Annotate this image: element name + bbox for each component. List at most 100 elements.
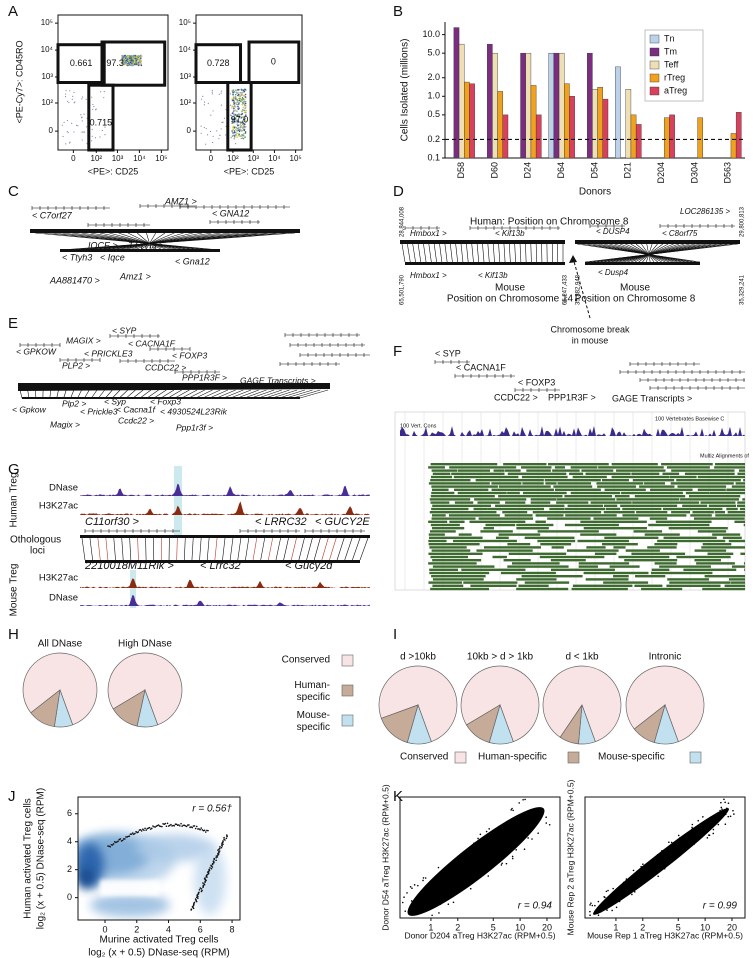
pie-slice bbox=[380, 704, 419, 743]
point bbox=[439, 903, 442, 905]
x-axis-label: Donors bbox=[579, 187, 611, 198]
synteny-line bbox=[56, 389, 59, 399]
synteny-line bbox=[216, 389, 236, 399]
outlier-dot bbox=[222, 840, 224, 842]
alignment-block bbox=[616, 498, 680, 501]
pie-slice bbox=[22, 652, 98, 726]
alignment-block bbox=[624, 559, 678, 562]
gene-label: AMZ1 > bbox=[164, 196, 197, 206]
event-dot bbox=[243, 132, 245, 135]
alignment-block bbox=[473, 507, 488, 511]
annotation: r = 0.94 bbox=[518, 901, 553, 912]
point bbox=[438, 912, 440, 914]
alignment-block bbox=[647, 546, 677, 549]
point bbox=[401, 901, 404, 904]
alignment-block bbox=[539, 555, 605, 559]
synteny-line bbox=[160, 389, 175, 399]
alignment-block bbox=[641, 587, 683, 591]
synteny-line bbox=[126, 389, 136, 399]
density-blob bbox=[194, 845, 226, 915]
event-dot bbox=[83, 131, 86, 133]
event-dot bbox=[243, 100, 246, 103]
synteny-line bbox=[530, 243, 532, 263]
point bbox=[455, 880, 458, 883]
event-dot bbox=[139, 60, 141, 62]
event-dot bbox=[237, 124, 239, 127]
alignment-block bbox=[737, 501, 745, 504]
alignment-block bbox=[712, 533, 741, 536]
alignment-block bbox=[583, 571, 649, 575]
alignment-block bbox=[564, 523, 619, 527]
event-dot bbox=[216, 130, 218, 132]
alignment-block bbox=[730, 581, 745, 584]
alignment-block bbox=[430, 479, 471, 482]
event-dot bbox=[234, 93, 237, 96]
gate-value: 97.3 bbox=[106, 58, 124, 68]
event-dot bbox=[132, 54, 135, 57]
event-dot bbox=[85, 98, 87, 100]
alignment-block bbox=[431, 469, 458, 472]
event-dot bbox=[231, 130, 233, 132]
synteny-line bbox=[191, 537, 194, 561]
point bbox=[622, 881, 625, 884]
point bbox=[670, 844, 673, 847]
alignment-block bbox=[480, 530, 513, 533]
alignment-block bbox=[432, 565, 495, 568]
event-dot bbox=[137, 64, 140, 66]
event-dot bbox=[245, 105, 247, 107]
synteny-line bbox=[91, 389, 98, 399]
outlier-dot bbox=[124, 838, 126, 840]
synteny-line bbox=[134, 232, 175, 251]
alignment-block bbox=[676, 479, 741, 482]
point bbox=[492, 861, 495, 863]
synteny-line bbox=[298, 537, 305, 561]
synteny-line bbox=[136, 232, 158, 251]
point bbox=[694, 840, 696, 843]
outlier-dot bbox=[215, 855, 218, 857]
alignment-block bbox=[453, 475, 519, 479]
event-dot bbox=[132, 62, 135, 64]
gene-label: < Prickle3 bbox=[80, 406, 118, 416]
alignment-block bbox=[556, 501, 589, 504]
alignment-block bbox=[524, 536, 575, 539]
point bbox=[511, 857, 514, 860]
alignment-block bbox=[644, 533, 680, 536]
event-dot bbox=[232, 132, 234, 135]
point bbox=[424, 905, 427, 908]
synteny-line bbox=[275, 537, 281, 561]
bar bbox=[469, 83, 475, 159]
chromosome bbox=[405, 262, 565, 265]
outlier-dot bbox=[215, 856, 217, 859]
alignment-block bbox=[518, 584, 549, 587]
event-dot bbox=[237, 99, 239, 102]
alignment-block bbox=[684, 472, 735, 475]
outlier-dot bbox=[144, 827, 146, 830]
x-tick-label: 5 bbox=[676, 922, 681, 932]
chromosome bbox=[575, 240, 740, 244]
event-dot bbox=[240, 113, 243, 116]
alignment-block bbox=[544, 479, 601, 482]
synteny-line bbox=[105, 537, 109, 561]
point bbox=[548, 823, 551, 826]
gene-label: < C8orf75 bbox=[662, 229, 698, 238]
alignment-block bbox=[700, 501, 736, 504]
alignment-block bbox=[598, 466, 664, 469]
synteny-line bbox=[252, 537, 258, 561]
synteny-line bbox=[519, 243, 522, 263]
point bbox=[422, 877, 425, 879]
panel-label: H bbox=[8, 626, 19, 643]
alignment-block bbox=[714, 466, 745, 469]
x-tick-label: D204 bbox=[656, 162, 666, 184]
point bbox=[438, 900, 441, 902]
alignment-block bbox=[491, 488, 554, 491]
event-dot bbox=[229, 93, 232, 95]
bar bbox=[558, 52, 565, 159]
point bbox=[677, 834, 680, 837]
event-dot bbox=[242, 134, 244, 137]
bar bbox=[535, 114, 542, 159]
outlier-dot bbox=[151, 827, 153, 830]
legend-label: Conserved bbox=[282, 655, 330, 666]
event-dot bbox=[233, 129, 236, 132]
y-tick-label: 10.0 bbox=[422, 29, 440, 39]
synteny-line bbox=[133, 389, 144, 399]
